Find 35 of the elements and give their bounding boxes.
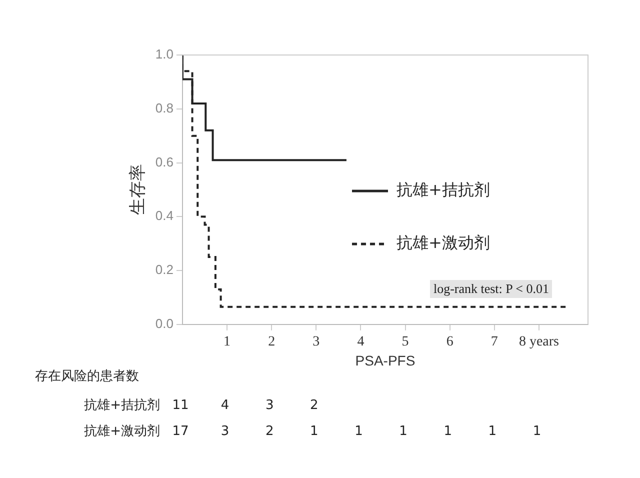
text: 17 — [172, 424, 189, 439]
text: 抗雄+激动剂 — [84, 423, 160, 440]
y-tick-label: 1.0 — [155, 46, 174, 62]
text: 3 — [265, 398, 274, 413]
legend-label: 抗雄+拮抗剂 — [396, 180, 490, 201]
x-tick-label: 2 — [268, 334, 276, 350]
x-axis-title: PSA-PFS — [355, 352, 416, 368]
text: 3 — [220, 424, 230, 439]
text: 11 — [172, 398, 189, 413]
y-tick-label: 0.6 — [155, 154, 174, 170]
x-tick-label: 1 — [224, 334, 231, 350]
text: 存在风险的患者数 — [35, 368, 139, 385]
text: 1 — [532, 424, 542, 439]
x-tick-label: 3 — [312, 334, 320, 350]
x-tick-label: 4 — [357, 334, 364, 350]
annotation: log-rank test: P < 0.01 — [430, 280, 552, 298]
x-tick-label: 7 — [490, 334, 498, 350]
x-tick-label: 8 years — [518, 334, 560, 350]
y-tick-label: 0.0 — [155, 316, 174, 331]
text: 1 — [354, 424, 363, 439]
x-tick-label: 5 — [402, 334, 409, 350]
text: 2 — [265, 424, 274, 439]
y-tick-label: 0.4 — [155, 208, 174, 224]
text: 1 — [310, 424, 318, 439]
text: 1 — [444, 424, 452, 439]
legend-label: 抗雄+激动剂 — [396, 233, 490, 254]
text: 抗雄+拮抗剂 — [84, 397, 160, 414]
y-tick-label: 0.2 — [155, 262, 174, 278]
text: 4 — [220, 398, 230, 413]
y-axis-title: 生存率 — [128, 164, 147, 216]
text: 1 — [488, 424, 497, 439]
text: 2 — [310, 398, 318, 413]
x-tick-label: 6 — [446, 334, 454, 350]
text: 1 — [399, 424, 408, 439]
y-tick-label: 0.8 — [155, 100, 174, 116]
